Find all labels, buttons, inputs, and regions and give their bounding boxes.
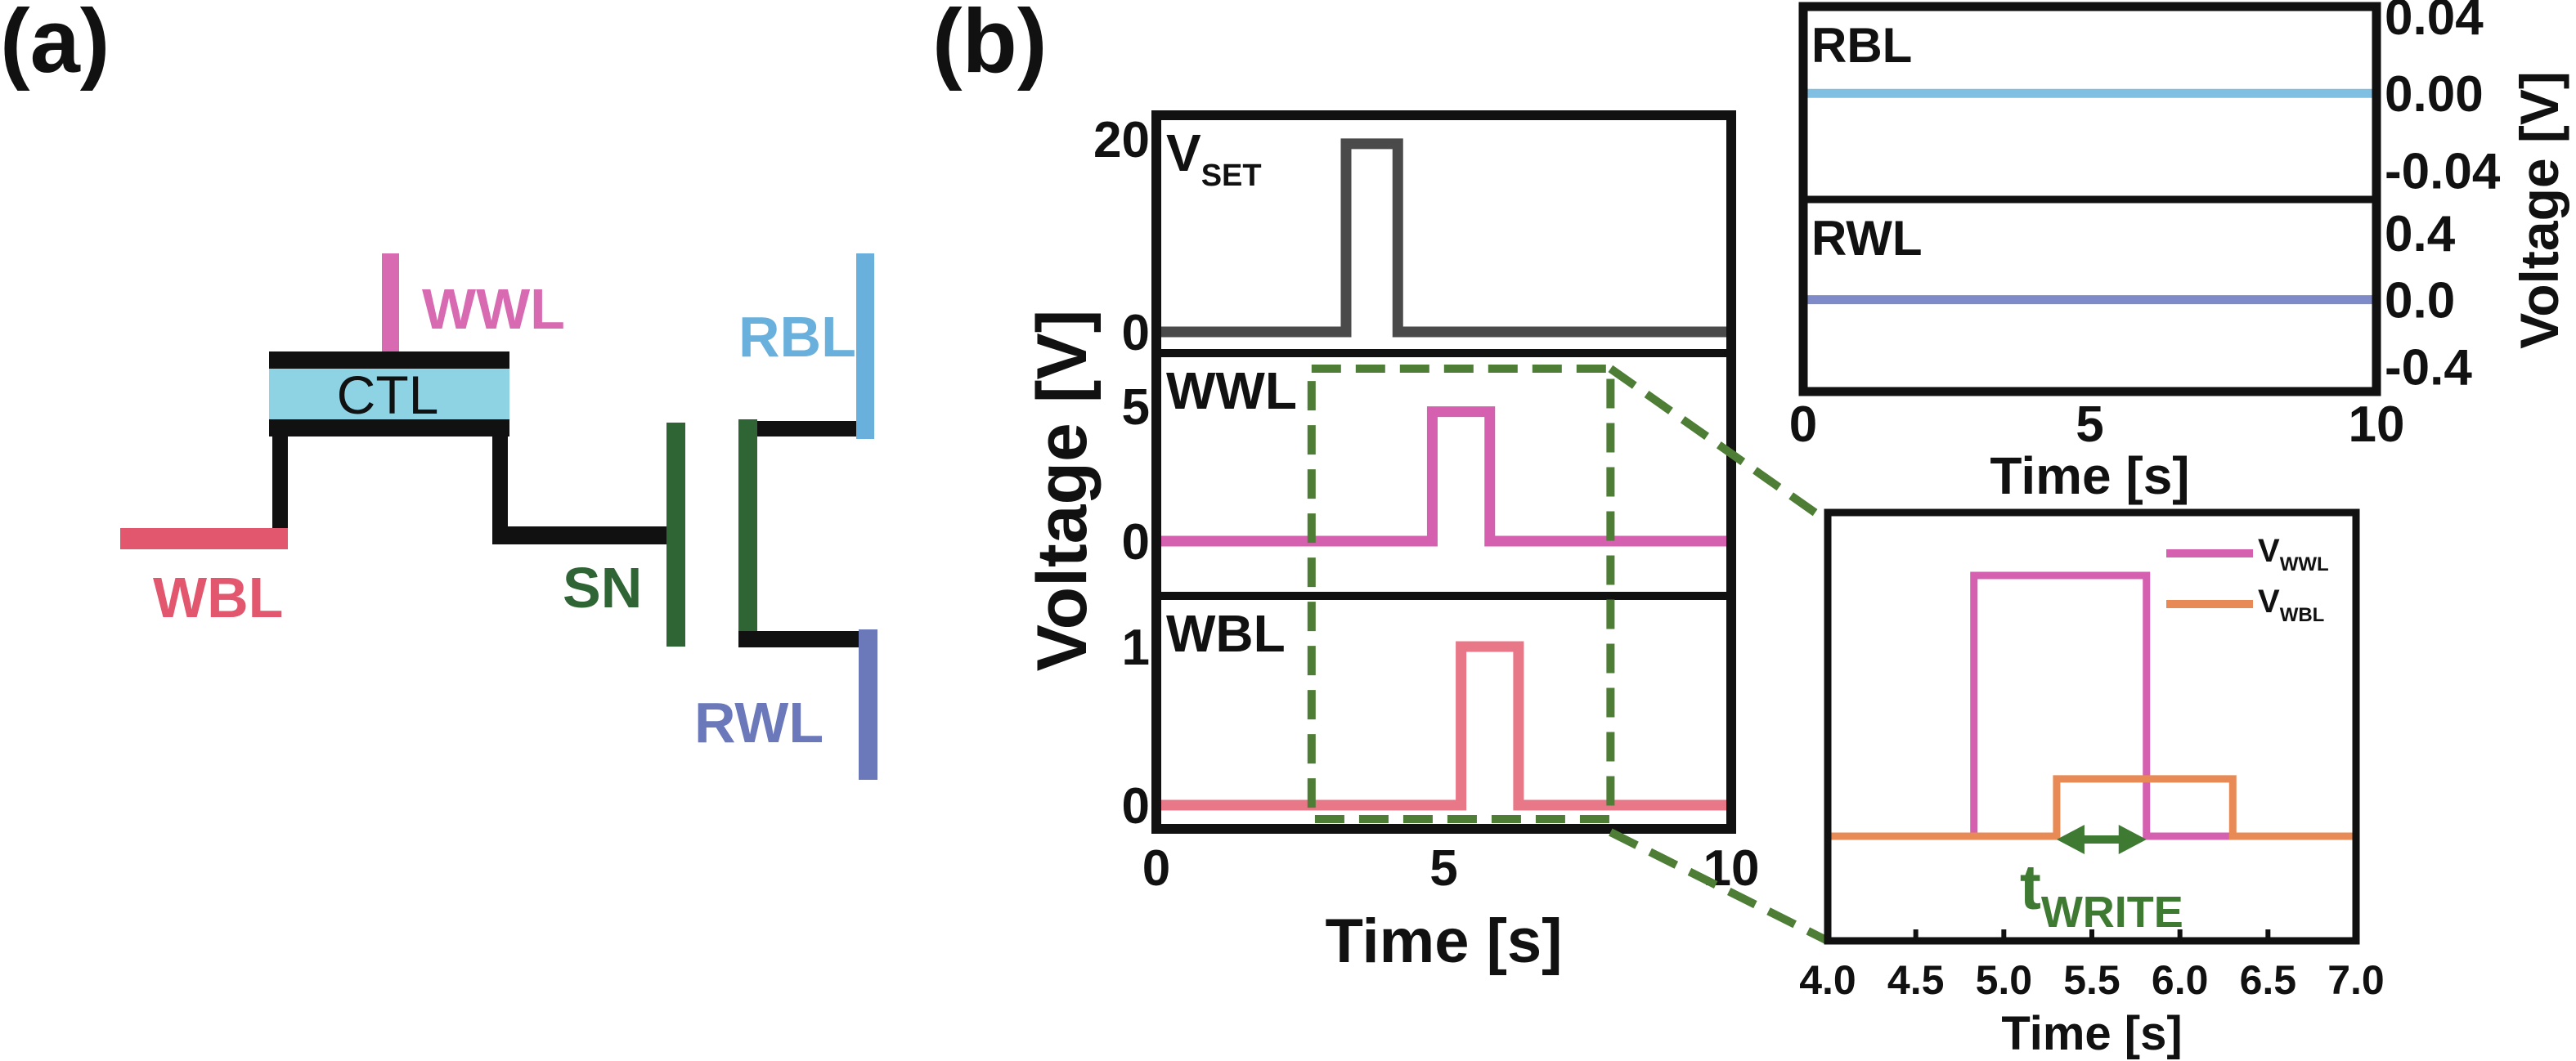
sn-plate-right: [738, 419, 757, 643]
x-axis-label: Time [s]: [1990, 446, 2189, 505]
zoom-connector: [1608, 365, 1830, 526]
ctl-layer: [269, 369, 509, 419]
arrow-left-icon: [2056, 825, 2085, 854]
x-tick-label: 0: [1789, 396, 1817, 453]
sn-wire: [492, 526, 666, 544]
x-tick-label: 10: [2349, 396, 2405, 453]
chart-zoomed-write: 4.0 4.5 5.0 5.5 6.0 6.5 7.0 Time [s] VWWL VWBL tWR…: [1799, 508, 2385, 1060]
charts: 0 20 VSET 0 5 WWL 0 1 WBL 0 5 10 Time [s] Voltage [V]…: [1023, 0, 2569, 1060]
channel-left: [272, 419, 288, 534]
rwl-wire: [738, 631, 860, 647]
device-diagram: WWL CTL RBL WBL SN RWL: [120, 253, 877, 780]
wbl-electrode: [120, 528, 288, 549]
y-tick-label: 0: [1122, 514, 1150, 571]
subplot-label: WWL: [1166, 361, 1297, 420]
y-tick-label: 5: [1122, 379, 1150, 436]
x-tick-label: 5: [2076, 396, 2103, 453]
subplot-label: RWL: [1811, 211, 1923, 266]
wwl-electrode: [382, 253, 399, 356]
label-rwl: RWL: [694, 691, 824, 754]
y-tick-label: 0.04: [2385, 0, 2484, 46]
label-wwl: WWL: [422, 277, 565, 341]
y-tick-label: 20: [1093, 112, 1150, 168]
subplot-label: RBL: [1811, 18, 1912, 73]
subplot-label: VSET: [1166, 123, 1262, 193]
y-tick-label: 0.0: [2385, 273, 2455, 329]
trace-wwl: [1156, 406, 1731, 547]
x-tick-label: 5.0: [1976, 957, 2033, 1003]
rbl-electrode: [856, 253, 874, 439]
y-tick-label: 0: [1122, 778, 1150, 835]
x-tick-label: 5.5: [2063, 957, 2120, 1003]
twrite-label: tWRITE: [2020, 851, 2183, 937]
zoom-connector: [1609, 828, 1830, 945]
y-tick-label: 1: [1122, 620, 1150, 676]
y-tick-label: 0: [1122, 305, 1150, 361]
label-rbl: RBL: [738, 305, 856, 369]
x-tick-label: 6.5: [2240, 957, 2297, 1003]
channel-top: [269, 419, 509, 436]
chart-read-lines: 0.04 0.00 -0.04 RBL 0.4 0.0 -0.4 RWL 0 5 10 Time [s…: [1789, 0, 2569, 505]
x-tick-label: 7.0: [2327, 957, 2385, 1003]
sn-plate-left: [666, 423, 685, 647]
rbl-wire: [757, 421, 857, 436]
y-tick-label: -0.04: [2385, 144, 2501, 200]
x-tick-label: 4.0: [1799, 957, 1856, 1003]
legend-label: VWWL: [2258, 533, 2329, 575]
subplot-label: WBL: [1166, 604, 1286, 663]
y-axis-label: Voltage [V]: [2509, 71, 2569, 349]
plot-frame: [1151, 110, 1736, 834]
label-sn: SN: [563, 556, 642, 620]
label-wbl: WBL: [153, 566, 283, 629]
rwl-electrode: [859, 629, 877, 780]
y-axis-label: Voltage [V]: [1023, 310, 1102, 672]
y-tick-label: 0.00: [2385, 66, 2484, 123]
arrow-right-icon: [2118, 825, 2147, 854]
trace-vset: [1156, 138, 1731, 338]
x-tick-label: 6.0: [2152, 957, 2209, 1003]
gate-top: [269, 351, 509, 369]
x-axis-label: Time [s]: [1325, 907, 1562, 976]
trace-wbl: [1156, 641, 1731, 811]
zoom-box: [1307, 365, 1615, 823]
channel-right: [492, 419, 508, 544]
x-tick-label: 5: [1429, 840, 1457, 897]
legend-label: VWBL: [2258, 584, 2324, 626]
y-tick-label: 0.4: [2385, 206, 2456, 262]
y-tick-label: -0.4: [2385, 339, 2472, 396]
panel-label-b: (b): [932, 0, 1047, 92]
x-tick-label: 4.5: [1887, 957, 1945, 1003]
label-ctl: CTL: [337, 365, 439, 425]
x-axis-label: Time [s]: [2001, 1007, 2182, 1060]
panel-label-a: (a): [0, 0, 110, 92]
trace-wbl: [1828, 775, 2356, 840]
x-tick-label: 0: [1142, 840, 1170, 897]
